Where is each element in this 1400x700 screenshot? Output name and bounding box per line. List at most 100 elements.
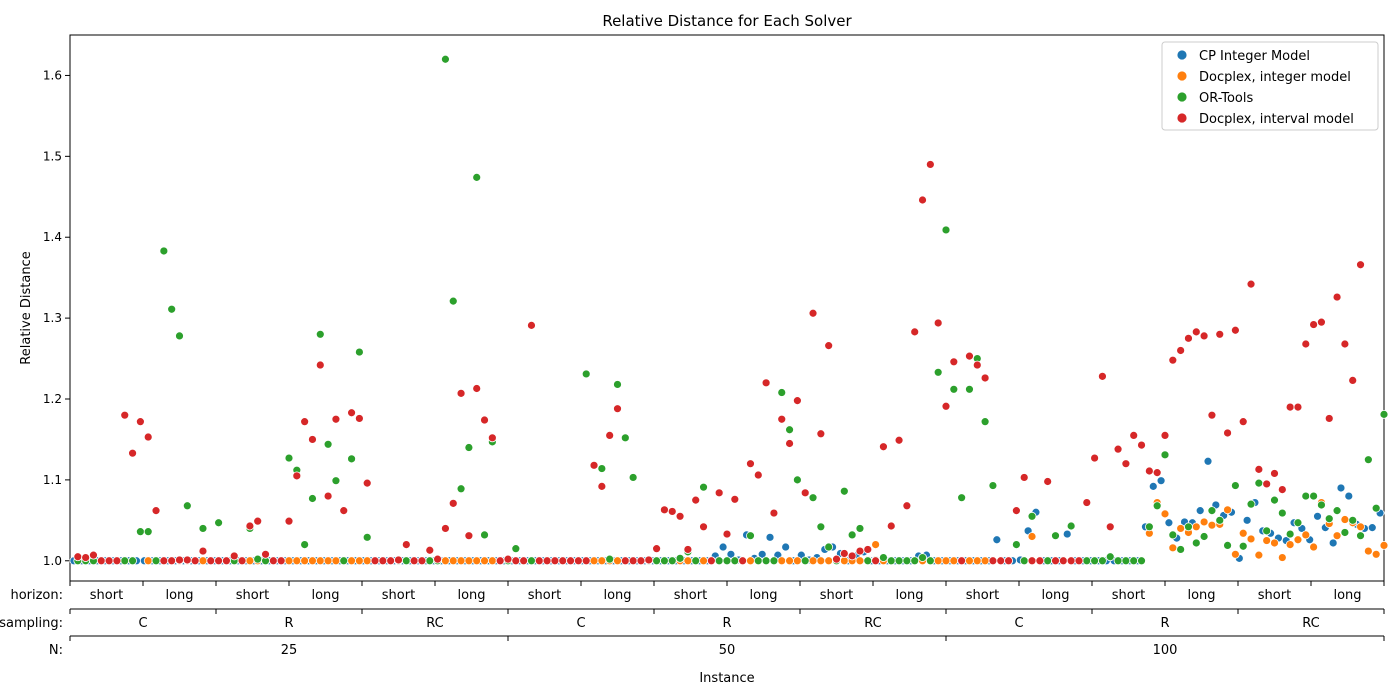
y-tick-label: 1.5 <box>43 149 62 163</box>
data-point <box>1379 541 1389 550</box>
data-point <box>949 384 959 394</box>
data-point <box>1332 292 1342 302</box>
data-point <box>683 545 693 554</box>
data-point <box>1230 481 1240 490</box>
data-point <box>605 430 615 440</box>
data-point <box>1230 549 1240 559</box>
data-point <box>308 494 317 503</box>
data-point <box>1262 536 1272 545</box>
data-point <box>167 304 177 314</box>
data-point <box>1176 346 1186 355</box>
data-point <box>1137 556 1146 566</box>
data-point <box>448 498 458 508</box>
data-point <box>417 556 427 566</box>
data-point <box>1356 531 1365 541</box>
data-point <box>1238 541 1248 551</box>
data-point <box>315 329 325 339</box>
data-point <box>605 554 615 564</box>
data-point <box>480 556 489 566</box>
data-point <box>448 296 458 306</box>
data-point <box>135 417 145 427</box>
data-point <box>1285 540 1295 549</box>
data-point <box>261 549 270 559</box>
data-point <box>1105 522 1115 532</box>
data-point <box>925 556 935 566</box>
legend-label: Docplex, integer model <box>1199 70 1351 85</box>
data-point <box>1176 524 1186 533</box>
data-point <box>323 556 333 566</box>
data-point <box>1371 549 1381 559</box>
data-point <box>1254 478 1264 488</box>
data-point <box>1238 528 1248 538</box>
data-point <box>933 367 943 377</box>
data-point <box>660 505 669 515</box>
group-label: long <box>311 588 339 603</box>
data-point <box>347 408 356 418</box>
data-point <box>746 556 755 566</box>
data-point <box>354 414 364 423</box>
group-label: long <box>749 588 777 603</box>
data-point <box>1242 515 1252 525</box>
data-point <box>1184 333 1193 343</box>
data-point <box>753 556 763 566</box>
data-point <box>675 553 685 563</box>
data-point <box>331 414 341 424</box>
data-point <box>1262 479 1272 489</box>
data-point <box>464 443 474 452</box>
data-point <box>1285 402 1295 412</box>
data-point <box>620 556 630 566</box>
data-point <box>871 556 881 566</box>
data-point <box>1195 506 1205 516</box>
data-point <box>863 556 873 566</box>
data-point <box>1301 491 1311 501</box>
data-point <box>534 556 544 566</box>
data-point <box>1317 500 1326 510</box>
data-point <box>706 556 716 566</box>
data-point <box>1113 556 1123 566</box>
group-label: short <box>820 588 853 603</box>
data-point <box>726 549 736 559</box>
data-point <box>1199 532 1209 541</box>
data-point <box>284 453 294 463</box>
data-point <box>89 550 98 560</box>
data-point <box>120 410 130 420</box>
data-point <box>738 556 748 566</box>
data-point <box>1160 509 1170 519</box>
data-point <box>1340 528 1350 537</box>
data-point <box>1379 409 1389 419</box>
y-axis-label: Relative Distance <box>19 251 34 364</box>
data-point <box>1004 556 1013 566</box>
legend-marker <box>1176 49 1188 61</box>
data-point <box>362 532 372 542</box>
data-point <box>1105 552 1115 562</box>
data-point <box>511 556 521 566</box>
data-point <box>1164 518 1174 528</box>
data-point <box>855 556 865 566</box>
data-point <box>785 425 794 435</box>
data-point <box>894 435 904 445</box>
group-label: long <box>603 588 631 603</box>
data-point <box>222 556 231 566</box>
data-point <box>910 327 920 337</box>
data-point <box>566 556 575 566</box>
data-point <box>1019 473 1029 482</box>
data-point <box>1215 329 1225 339</box>
group-label: long <box>1041 588 1069 603</box>
data-point <box>1363 455 1373 465</box>
group-axes: short long short long short long short long shor… <box>0 580 1385 658</box>
data-point <box>1121 556 1131 566</box>
group-label: short <box>90 588 123 603</box>
data-point <box>933 556 943 566</box>
data-point <box>992 535 1002 545</box>
data-point <box>1262 526 1272 536</box>
data-point <box>1199 331 1209 341</box>
data-point <box>1098 556 1107 566</box>
data-point <box>300 540 310 549</box>
data-point <box>300 417 310 427</box>
data-point <box>456 388 466 398</box>
legend-label: OR-Tools <box>1199 91 1253 106</box>
data-point <box>886 556 896 566</box>
data-point <box>847 530 857 540</box>
data-point <box>487 433 497 443</box>
